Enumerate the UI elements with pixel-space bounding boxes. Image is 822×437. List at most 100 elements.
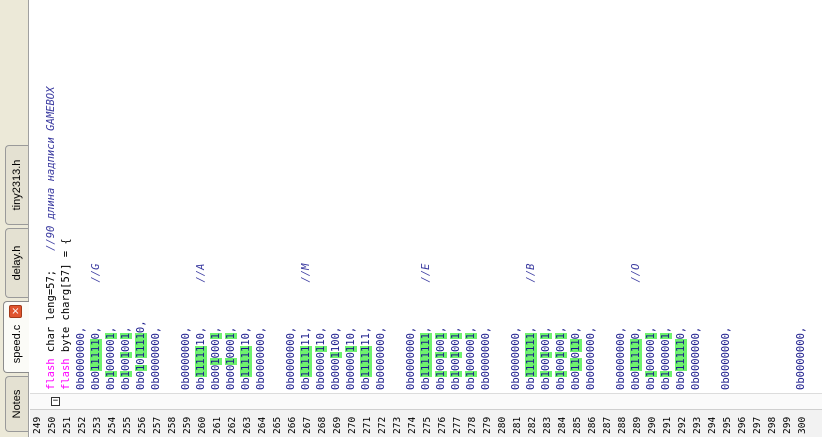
code-line[interactable]: 251 flash byte charg[57] = { [60, 0, 75, 434]
code-line[interactable]: 250 flash char leng=57; //90 длина надпис… [45, 0, 60, 434]
line-number: 262 [227, 416, 238, 434]
code-token: 1 [450, 352, 462, 359]
code-token: 1 [450, 371, 462, 378]
code-token: 00 [555, 358, 567, 372]
code-token: , [525, 282, 537, 334]
code-line[interactable]: 294 [705, 0, 720, 434]
code-line[interactable]: 269 0b0001100, [330, 0, 345, 434]
code-token: 1 [540, 352, 552, 359]
code-token: //O [630, 263, 642, 283]
code-line[interactable]: 283 0b1001001, [540, 0, 555, 434]
line-number: 288 [617, 416, 628, 434]
code-line[interactable]: 264 0b0000000, [255, 0, 270, 434]
code-line[interactable]: 254 0b1000001, [105, 0, 120, 434]
code-token: 1111 [135, 333, 147, 359]
code-token: 0b0000000, [585, 326, 597, 390]
code-line[interactable]: 290 0b1000001, [645, 0, 660, 434]
line-text: flash byte charg[57] = { [60, 238, 72, 390]
code-token: 1 [645, 371, 657, 378]
code-line[interactable]: 286 0b0000000, [585, 0, 600, 434]
code-line[interactable]: 292 0b0111110, [675, 0, 690, 434]
line-number: 259 [182, 416, 193, 434]
code-line[interactable]: 273 [390, 0, 405, 434]
code-token: 0b0000000, [180, 326, 192, 390]
code-line[interactable]: 289 0b0111110, //O [630, 0, 645, 434]
code-line[interactable]: 260 0b1111110, //A [195, 0, 210, 434]
code-line[interactable]: 300 0b0000000, [795, 0, 810, 434]
code-line[interactable]: 274 0b0000000, [405, 0, 420, 434]
code-line[interactable]: 288 0b0000000, [615, 0, 630, 434]
line-number: 272 [377, 416, 388, 434]
code-line[interactable]: 249 [30, 0, 45, 434]
line-number: 252 [77, 416, 88, 434]
tab-speed-c[interactable]: × speed.c [3, 301, 29, 373]
code-line[interactable]: 267 0b1111111, //M [300, 0, 315, 434]
code-line[interactable]: 299 [780, 0, 795, 434]
code-token: 0b00 [225, 364, 237, 390]
tab-label: delay.h [11, 245, 23, 281]
code-line[interactable]: 256 0b01011110, [135, 0, 150, 434]
code-token: , [555, 326, 567, 334]
code-line[interactable]: 262 0b0010001, [225, 0, 240, 434]
file-tab-strip: tiny2313.h delay.h × speed.c Notes [0, 0, 29, 437]
code-token: , [660, 326, 672, 334]
code-line[interactable]: 293 0b0000000, [690, 0, 705, 434]
code-line[interactable]: 255 0b1001001, [120, 0, 135, 434]
code-line[interactable]: 270 0b0000110, [345, 0, 360, 434]
code-line[interactable]: 279 0b0000000, [480, 0, 495, 434]
code-line[interactable]: 258 [165, 0, 180, 434]
code-line[interactable]: 252 0b0000000, [75, 0, 90, 434]
code-line[interactable]: 268 0b0000110, [315, 0, 330, 434]
code-token: 11111 [90, 339, 102, 372]
code-line[interactable]: 263 0b1111110, [240, 0, 255, 434]
code-token: 1 [540, 371, 552, 378]
tab-notes[interactable]: Notes [5, 376, 28, 432]
line-text: 0b0000000, [255, 327, 267, 390]
code-line[interactable]: 295 0b0000000, [720, 0, 735, 434]
line-text: 0b1001001, [450, 327, 462, 390]
code-line[interactable]: 261 0b0010001, [210, 0, 225, 434]
code-line[interactable]: 277 0b1001001, [450, 0, 465, 434]
code-token: 1 [210, 333, 222, 340]
code-line[interactable]: 253 0b0111110, //G [90, 0, 105, 434]
code-line[interactable]: 282 0b1111111, //B [525, 0, 540, 434]
code-line[interactable]: 271 0b1111111, [360, 0, 375, 434]
line-text: 0b0010001, [210, 327, 222, 390]
code-line[interactable]: 276 0b1001001, [435, 0, 450, 434]
code-token: 1 [105, 333, 117, 340]
code-line[interactable]: 296 [735, 0, 750, 434]
code-line[interactable]: 281 0b0000000, [510, 0, 525, 434]
code-line[interactable]: 265 [270, 0, 285, 434]
code-token: 10, [195, 282, 207, 346]
close-icon[interactable]: × [9, 305, 22, 318]
code-line[interactable]: 285 0b0110110, [570, 0, 585, 434]
code-line[interactable]: 266 0b0000000, [285, 0, 300, 434]
line-number: 258 [167, 416, 178, 434]
code-line[interactable]: 287 [600, 0, 615, 434]
tab-tiny2313-h[interactable]: tiny2313.h [5, 145, 28, 225]
fold-toggle-icon[interactable]: − [51, 396, 60, 406]
code-token: 1 [465, 333, 477, 340]
tab-delay-h[interactable]: delay.h [5, 228, 28, 298]
code-token: 00 [120, 358, 132, 372]
code-line[interactable]: 298 [765, 0, 780, 434]
code-token: 0b0 [90, 371, 102, 390]
code-line[interactable]: 297 [750, 0, 765, 434]
code-token: 00 [435, 339, 447, 353]
code-token: 0b [465, 377, 477, 390]
code-line[interactable]: 291 0b1000001, [660, 0, 675, 434]
code-line[interactable]: 259 0b0000000, [180, 0, 195, 434]
code-line[interactable]: 280 [495, 0, 510, 434]
code-line[interactable]: 272 0b0000000, [375, 0, 390, 434]
line-text: 0b1111111, //B [525, 264, 537, 390]
code-line[interactable]: 278 0b1000001, [465, 0, 480, 434]
code-editor[interactable]: − 249 250 flash char leng=57; //90 длина н… [30, 0, 822, 437]
code-token: char leng=57; [45, 250, 57, 359]
code-token: 10, [345, 326, 357, 346]
code-line[interactable]: 275 0b1111111, //E [420, 0, 435, 434]
code-line[interactable]: 284 0b1001001, [555, 0, 570, 434]
code-line[interactable]: 257 0b0000000, [150, 0, 165, 434]
code-token: 0, [675, 326, 687, 340]
line-text: 0b0000000, [795, 327, 807, 390]
code-token: , [450, 326, 462, 334]
